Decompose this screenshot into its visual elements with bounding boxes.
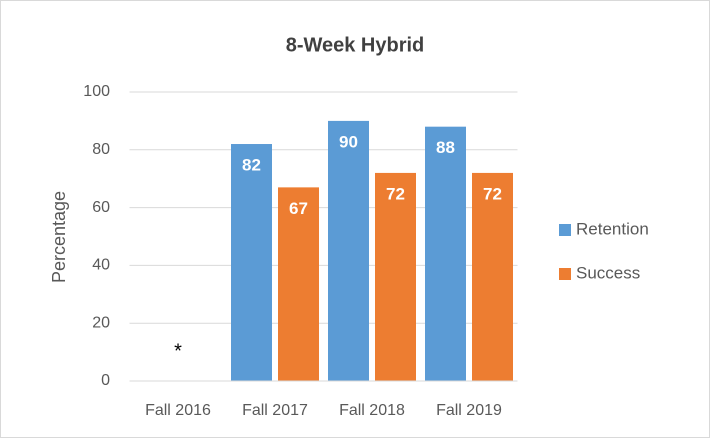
y-tick-label: 80 — [92, 141, 110, 158]
bar — [278, 187, 319, 381]
y-tick-label: 60 — [92, 199, 110, 216]
y-tick-label: 100 — [83, 83, 110, 100]
data-label: 72 — [386, 184, 405, 203]
legend-label: Retention — [576, 219, 649, 238]
y-tick-label: 0 — [101, 372, 110, 389]
x-tick-label: Fall 2019 — [436, 402, 502, 419]
data-label: 90 — [339, 132, 358, 151]
bar — [425, 126, 466, 382]
bar — [375, 172, 416, 381]
chart-title: 8-Week Hybrid — [286, 34, 425, 56]
annotation: * — [174, 340, 182, 362]
x-tick-label: Fall 2017 — [242, 402, 308, 419]
legend-label: Success — [576, 263, 640, 282]
data-label: 88 — [436, 138, 455, 157]
data-label: 72 — [483, 184, 502, 203]
bar — [231, 144, 272, 381]
bar — [328, 120, 369, 382]
data-label: 67 — [289, 199, 308, 218]
y-axis-label: Percentage — [49, 191, 69, 283]
y-tick-label: 40 — [92, 257, 110, 274]
bar — [472, 172, 513, 381]
y-tick-label: 20 — [92, 314, 110, 331]
x-tick-label: Fall 2016 — [145, 402, 211, 419]
data-label: 82 — [242, 156, 261, 175]
legend-swatch — [559, 268, 571, 280]
legend-swatch — [559, 224, 571, 236]
x-tick-label: Fall 2018 — [339, 402, 405, 419]
